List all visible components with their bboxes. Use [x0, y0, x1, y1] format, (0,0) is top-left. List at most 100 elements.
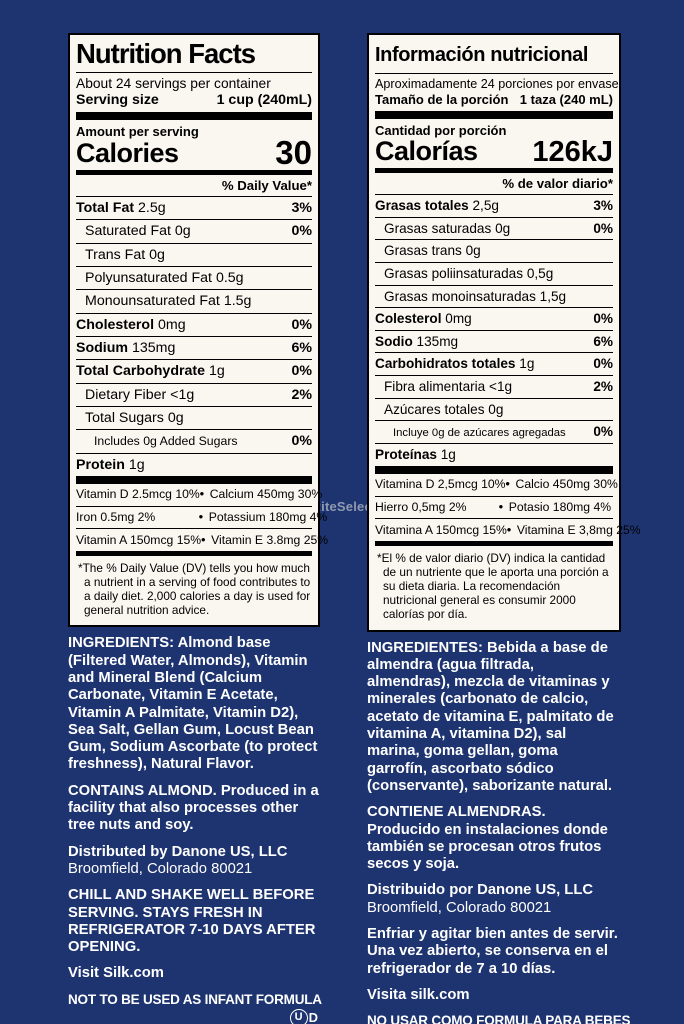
nutrient-label: Total Sugars [85, 409, 164, 426]
nutrient-pct: 0% [593, 424, 613, 440]
nutrient-label: Grasas saturadas [384, 220, 492, 236]
distributor-address: Broomfield, Colorado 80021 [68, 860, 253, 877]
micronutrient-left: Vitamin A 150mcg 15% [76, 532, 202, 547]
infant-formula-warning: NO USAR COMO FORMULA PARA BEBES [367, 1013, 631, 1024]
calories-row: Calorías 126kJ [375, 138, 613, 168]
distributor-name: Distribuido por Danone US, LLC [367, 882, 594, 899]
amount-per-serving-label: Amount per serving [76, 123, 199, 139]
ingredients-text: (Filtered Water, Almonds), [68, 652, 255, 669]
divider-thick [375, 465, 613, 474]
kosher-circle-u: U [289, 1008, 308, 1024]
nutrient-label: Proteínas [375, 447, 437, 463]
serving-size-row: Tamaño de la porción 1 taza (240 mL) [375, 91, 613, 111]
nutrient-pct: 0% [593, 356, 613, 372]
micronutrient-right: Calcio 450mg 30% [515, 477, 618, 492]
divider-medium [76, 550, 312, 556]
serving-size-value: 1 taza (240 mL) [519, 92, 613, 107]
nutrient-value: 0mg [445, 311, 472, 327]
nutrient-label: Total Carbohydrate [76, 363, 206, 380]
allergen-text: CONTAINS ALMOND. Produced in a facility … [68, 782, 319, 834]
nutrition-facts-panel: Nutrition Facts About 24 servings per co… [68, 33, 328, 628]
storage-instructions: CHILL AND SHAKE WELL BEFORE SERVING. STA… [68, 887, 316, 956]
nutrient-value: 1g [128, 456, 145, 473]
nutrient-row-trans-fat: Trans Fat 0g [76, 244, 312, 267]
nutrient-pct: 6% [593, 333, 613, 349]
nutrient-row-added-sugars: Includes 0g Added Sugars 0% [76, 430, 312, 454]
ingredients-paragraph: INGREDIENTS: Almond base (Filtered Water… [68, 635, 320, 773]
micronutrient-left: Vitamina A 150mcg 15% [375, 522, 507, 537]
nutrient-row-azucares-agregadas: Incluye 0g de azúcares agregadas 0% [375, 421, 613, 445]
servings-per-container: About 24 servings per container [76, 75, 271, 91]
nutrient-value: 0mg [158, 316, 186, 333]
visit-site-text: Visit Silk.com [68, 965, 164, 982]
daily-value-footnote: *The % Daily Value (DV) tells you how mu… [78, 560, 311, 618]
nutrient-label: Cholesterol [76, 316, 155, 333]
nutrient-label: Fibra alimentaria [384, 379, 486, 394]
nutrient-row-cholesterol: Cholesterol 0mg 0% [76, 314, 312, 337]
nutrient-label: Grasas trans [384, 243, 462, 259]
nutrient-row-grasas-monoinsaturadas: Grasas monoinsaturadas 1,5g [375, 286, 613, 309]
nutrient-row-grasas-saturadas: Grasas saturadas 0g 0% [375, 218, 613, 241]
daily-value-header: % Daily Value* [76, 175, 312, 197]
distributor-block: Distribuido por Danone US, LLC Broomfield… [367, 882, 621, 917]
nutrient-pct: 0% [291, 433, 312, 450]
nutrient-row-total-sugars: Total Sugars 0g [76, 407, 312, 431]
visit-site-text: Visita silk.com [367, 986, 470, 1003]
micronutrient-row: Vitamin D 2.5mcg 10% • Calcium 450mg 30% [76, 484, 322, 507]
panel-title: Nutrition Facts [76, 39, 312, 73]
nutrient-label: Saturated Fat [85, 223, 171, 240]
nutrient-pct: 3% [291, 199, 312, 216]
nutrient-value: 1g [208, 363, 225, 380]
nutrient-pct: 0% [291, 316, 312, 333]
daily-value-header: % de valor diario* [375, 173, 613, 195]
ingredients-heading: INGREDIENTES: Bebida a base de almendra [367, 639, 608, 673]
micronutrient-left: Hierro 0,5mg 2% [375, 500, 467, 514]
nutrient-row-monounsaturated-fat: Monounsaturated Fat 1.5g [76, 290, 312, 314]
column-english: Nutrition Facts About 24 servings per co… [68, 33, 328, 1024]
nutrient-label: Monounsaturated Fat [85, 293, 220, 310]
nutrient-row-fibra: Fibra alimentaria <1g 2% [375, 376, 613, 399]
nutrient-value: 2,5g [472, 198, 499, 213]
nutrient-row-proteinas: Proteínas 1g [375, 444, 613, 466]
nutrient-value: 1.5g [223, 293, 252, 310]
kosher-oud-icon: U D [68, 1008, 318, 1024]
nutrient-pct: 6% [291, 339, 312, 356]
ingredients-bold: Vitamin and Mineral Blend [68, 652, 308, 686]
nutrient-pct: 3% [593, 198, 613, 213]
nutrient-row-sodium: Sodium 135mg 6% [76, 337, 312, 361]
nutrient-value: 0.5g [215, 269, 244, 286]
serving-size-value: 1 cup (240mL) [216, 91, 312, 108]
nutrient-label: Polyunsaturated Fat [85, 269, 212, 286]
infant-formula-warning: NOT TO BE USED AS INFANT FORMULA [68, 991, 322, 1007]
nutrient-value: 1,5g [539, 288, 567, 304]
divider-thick [76, 111, 312, 120]
nutrient-value: 135mg [131, 339, 176, 356]
micronutrient-right: Vitamina E 3,8mg 25% [516, 522, 641, 537]
nutrient-value: 0g [488, 401, 504, 417]
nutrient-value: 135mg [416, 333, 459, 349]
serving-size-label: Tamaño de la porción [375, 92, 509, 107]
nutrient-label: Grasas totales [375, 198, 469, 213]
nutrient-row-grasas-poliinsaturadas: Grasas poliinsaturadas 0,5g [375, 263, 613, 286]
informacion-nutricional-panel: Información nutricional Aproximadamente … [367, 33, 641, 632]
nutrient-row-dietary-fiber: Dietary Fiber <1g 2% [76, 384, 312, 407]
serving-size-row: Serving size 1 cup (240mL) [76, 91, 312, 112]
micronutrient-right: Potassium 180mg 4% [208, 510, 328, 524]
ingredients-heading: INGREDIENTS: Almond base [68, 635, 271, 652]
nutrient-label: Protein [76, 456, 125, 473]
micronutrient-row: Hierro 0,5mg 2% • Potasio 180mg 4% [375, 497, 613, 520]
nutrient-pct: 0% [593, 311, 613, 327]
nutrient-value: 1g [440, 447, 456, 463]
nutrient-value: 1g [519, 356, 535, 372]
divider-medium [375, 168, 613, 173]
micronutrient-row: Vitamina A 150mcg 15% • Vitamina E 3,8mg… [375, 519, 641, 541]
bullet-icon: • [506, 522, 512, 537]
micronutrient-row: Vitamin A 150mcg 15% • Vitamin E 3.8mg 2… [76, 529, 328, 551]
nutrient-value: 0g [495, 220, 511, 236]
nutrient-label: Includes 0g Added Sugars [94, 434, 238, 449]
allergen-text: CONTIENE ALMENDRAS. Producido en instala… [367, 804, 608, 873]
micronutrient-right: Calcium 450mg 30% [209, 487, 323, 502]
nutrient-row-azucares-totales: Azúcares totales 0g [375, 399, 613, 422]
nutrient-row-total-carbohydrate: Total Carbohydrate 1g 0% [76, 360, 312, 384]
